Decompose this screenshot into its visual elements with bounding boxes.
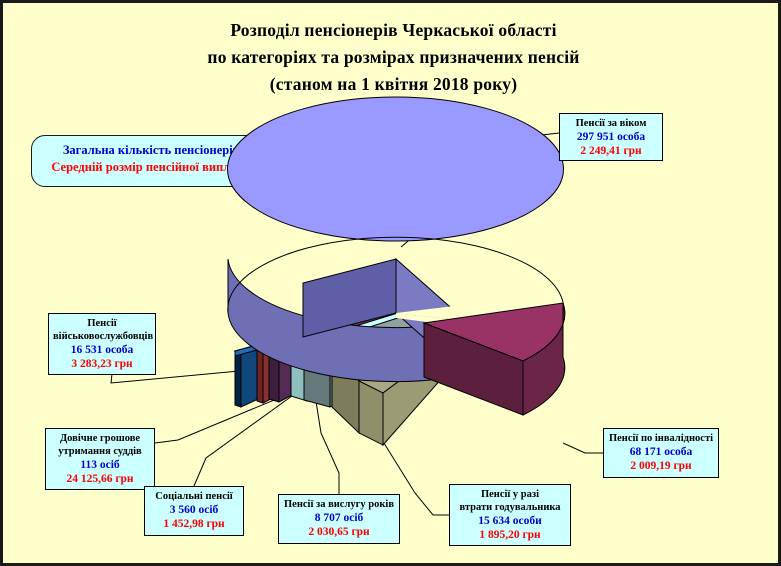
summary-total-pensioners: Загальна кількість пенсіонерів - 410 717… — [62, 143, 316, 157]
callout-survivor-amount: 1 895,20 грн — [479, 529, 541, 541]
title-line-1: Розподіл пенсіонерів Черкаської області — [230, 20, 557, 40]
callout-service-people: 8 707 осіб — [314, 512, 364, 524]
callout-disability[interactable]: Пенсії по інвалідності 68 171 особа 2 00… — [603, 428, 719, 478]
slice-social — [255, 308, 404, 404]
callout-survivor-category-line-1: Пенсії у разі — [480, 489, 540, 500]
leader-line-judges — [154, 392, 292, 444]
callout-age[interactable]: Пенсії за віком 297 951 особа 2 249,41 г… — [559, 113, 663, 161]
callout-judges[interactable]: Довічне грошове утримання суддів 113 осі… — [45, 428, 155, 490]
title-line-3: (станом на 1 квітня 2018 року) — [269, 74, 518, 94]
callout-disability-amount: 2 009,19 грн — [630, 460, 692, 472]
callout-age-amount: 2 249,41 грн — [580, 145, 642, 157]
callout-survivor[interactable]: Пенсії у разі втрати годувальника 15 634… — [449, 484, 571, 546]
slice-disability — [422, 302, 566, 416]
callout-military-people: 16 531 особа — [70, 344, 134, 356]
callout-military-amount: 3 283,23 грн — [71, 358, 133, 370]
callout-age-people: 297 951 особа — [576, 131, 646, 143]
callout-social-amount: 1 452,98 грн — [163, 518, 225, 530]
callout-military[interactable]: Пенсії військовослужбовців 16 531 особа … — [48, 313, 156, 375]
summary-average-payment: Середній розмір пенсійної виплати - 2 23… — [51, 160, 327, 174]
callout-survivor-category-line-2: втрати годувальника — [459, 502, 561, 513]
callout-age-category: Пенсії за віком — [575, 118, 647, 129]
callout-social-people: 3 560 осіб — [169, 504, 219, 516]
leader-line-social — [193, 387, 304, 487]
callout-judges-category-line-1: Довічне грошове — [59, 433, 141, 444]
leader-lines — [110, 132, 603, 516]
slice-service — [289, 311, 419, 402]
slice-judges — [233, 307, 400, 408]
callout-military-category-line-1: Пенсії — [87, 318, 117, 329]
callout-survivor-people: 15 634 особи — [478, 515, 542, 527]
callout-judges-amount: 24 125,66 грн — [66, 473, 134, 485]
callout-social[interactable]: Соціальні пенсії 3 560 осіб 1 452,98 грн — [144, 486, 244, 536]
slice-survivor — [302, 314, 435, 408]
callout-military-category-line-2: військовослужбовців — [53, 331, 154, 342]
callout-social-category: Соціальні пенсії — [155, 491, 233, 502]
callout-service-category: Пенсії за вислугу років — [284, 499, 394, 510]
callout-disability-people: 68 171 особа — [629, 446, 693, 458]
page-title: Розподіл пенсіонерів Черкаської області … — [3, 17, 778, 98]
slice-military — [267, 309, 409, 403]
callout-service[interactable]: Пенсії за вислугу років 8 707 осіб 2 030… — [278, 494, 400, 544]
callout-judges-category-line-2: утримання суддів — [58, 446, 142, 457]
callout-disability-category: Пенсії по інвалідності — [608, 433, 714, 444]
summary-box: Загальна кількість пенсіонерів - 410 717… — [31, 135, 347, 187]
leader-line-service — [314, 394, 340, 494]
title-line-2: по категоріях та розмірах призначених пе… — [207, 47, 580, 67]
slice-khaki — [331, 321, 467, 447]
leader-line-disability — [562, 442, 603, 454]
callout-service-amount: 2 030,65 грн — [308, 526, 370, 538]
callout-judges-people: 113 осіб — [80, 459, 120, 471]
leader-line-age — [400, 132, 560, 248]
